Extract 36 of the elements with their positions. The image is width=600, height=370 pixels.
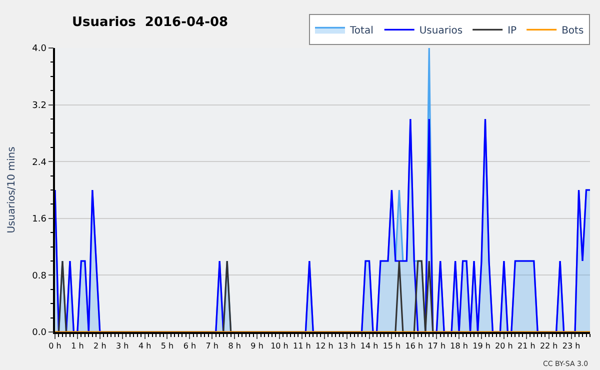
y-tick-label: 0.8 — [32, 271, 47, 282]
x-tick-label: 1 h — [71, 341, 84, 350]
x-tick-label: 22 h — [540, 341, 558, 350]
legend-label: IP — [508, 26, 517, 37]
y-tick-label: 1.6 — [32, 214, 47, 225]
x-tick-label: 0 h — [48, 341, 62, 350]
chart-title: Usuarios 2016-04-08 — [72, 14, 228, 30]
x-tick-label: 15 h — [382, 341, 401, 350]
x-tick-label: 23 h — [562, 341, 580, 350]
x-tick-label: 6 h — [183, 341, 196, 350]
x-tick-label: 2 h — [94, 341, 106, 350]
x-tick-label: 14 h — [360, 341, 378, 350]
y-tick-label: 4.0 — [32, 44, 47, 54]
x-tick-label: 3 h — [116, 341, 129, 350]
legend-label: Bots — [562, 26, 584, 37]
y-tick-label: 2.4 — [32, 158, 47, 168]
x-tick-label: 13 h — [338, 341, 356, 350]
x-tick-label: 5 h — [160, 341, 174, 350]
legend-label: Usuarios — [419, 26, 463, 37]
y-tick-label: 3.2 — [32, 100, 46, 111]
x-tick-label: 4 h — [138, 341, 152, 350]
x-tick-label: 18 h — [450, 341, 468, 350]
x-tick-label: 12 h — [315, 341, 334, 350]
x-tick-label: 7 h — [206, 341, 218, 350]
x-tick-label: 8 h — [228, 341, 241, 350]
x-tick-label: 17 h — [428, 341, 446, 350]
x-tick-label: 16 h — [405, 341, 424, 350]
x-tick-label: 19 h — [472, 341, 490, 350]
y-tick-label: 0.0 — [32, 328, 47, 338]
x-tick-label: 11 h — [293, 341, 311, 350]
x-tick-label: 10 h — [270, 341, 288, 350]
x-tick-label: 9 h — [250, 341, 264, 350]
y-axis-title: Usuarios/10 mins — [6, 146, 18, 234]
x-tick-label: 21 h — [518, 341, 536, 350]
x-tick-label: 20 h — [495, 341, 513, 350]
legend-label: Total — [349, 26, 374, 37]
